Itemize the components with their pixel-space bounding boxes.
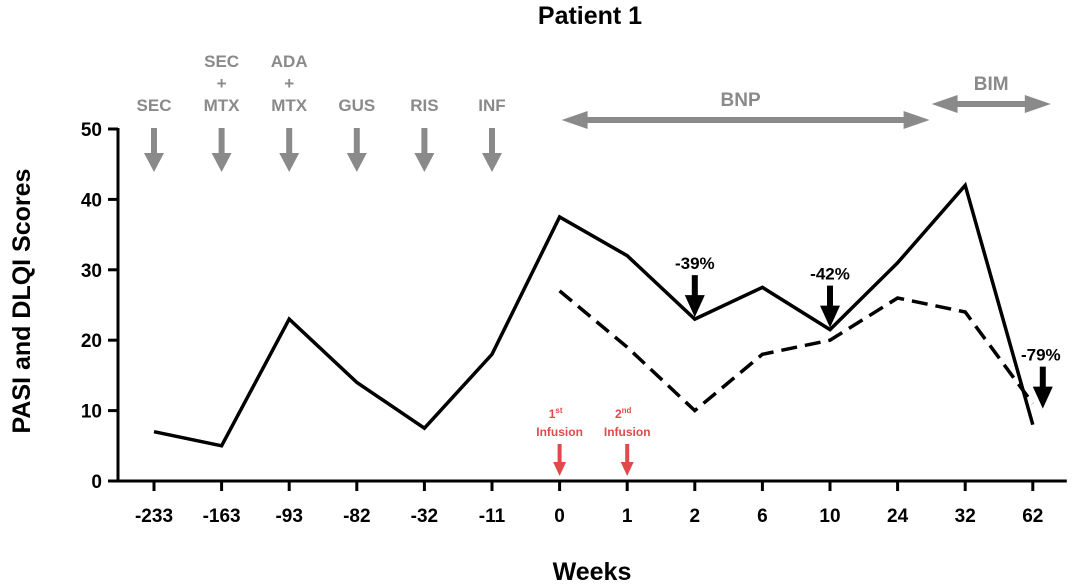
treatment-label: MTX [271, 96, 308, 115]
x-tick-label: -11 [479, 506, 506, 527]
percent-change-label: -79% [1021, 346, 1061, 365]
x-tick-label: 24 [887, 506, 909, 527]
infusion-label: Infusion [604, 425, 651, 439]
period-arrow-right-head [1024, 95, 1051, 113]
y-tick-label: 0 [91, 472, 102, 493]
x-tick-label: 2 [690, 506, 701, 527]
chart-title: Patient 1 [538, 2, 642, 30]
percent-change-arrow [684, 275, 705, 318]
infusion-ordinal-suffix: st [555, 406, 562, 415]
x-axis-title: Weeks [553, 558, 632, 584]
period-label-bnp: BNP [721, 90, 761, 111]
percent-change-label: -39% [675, 254, 715, 273]
treatment-arrow [211, 128, 232, 172]
x-tick-label: 1 [622, 506, 633, 527]
percent-change-arrow [1032, 366, 1053, 409]
treatment-arrow [482, 128, 502, 172]
treatment-label: INF [478, 96, 505, 115]
treatment-arrow [346, 128, 367, 172]
treatment-arrow [279, 128, 300, 172]
y-tick-label: 20 [81, 331, 102, 352]
period-arrow-bnp [561, 111, 930, 129]
period-label-bim: BIM [974, 74, 1009, 95]
x-tick-label: 62 [1022, 506, 1043, 527]
treatment-label: SEC [204, 52, 239, 71]
series-lines [153, 181, 1035, 448]
series-line-dlqi [558, 289, 1035, 413]
y-tick-label: 30 [81, 261, 102, 282]
period-arrow-bim [931, 95, 1051, 113]
y-tick-label: 50 [81, 120, 102, 141]
treatment-label: ADA [271, 52, 308, 71]
treatment-label: RIS [410, 96, 438, 115]
x-tick-label: -32 [411, 506, 438, 527]
axes: 0 10 20 30 40 50 -233 -163 -93 -82 -32 -11 0 1 2 6 10 24 3… [81, 120, 1067, 527]
treatment-arrow [414, 128, 435, 172]
treatment-label: + [284, 74, 294, 93]
y-axis-title: PASI and DLQI Scores [8, 169, 36, 434]
series-line-pasi [153, 181, 1035, 448]
infusion-ordinal: 1st [549, 406, 563, 421]
treatment-label: + [217, 74, 227, 93]
period-arrow-right-head [903, 111, 930, 129]
treatment-label: GUS [338, 96, 375, 115]
y-tick-label: 10 [81, 402, 102, 423]
treatment-arrow [144, 128, 164, 172]
period-arrow-left-head [561, 111, 588, 129]
percent-change-arrow [820, 285, 840, 328]
x-tick-label: 32 [955, 506, 976, 527]
infusion-ordinal: 2nd [615, 406, 632, 421]
x-tick-label: -233 [135, 506, 173, 527]
infusion-label: Infusion [536, 425, 583, 439]
infusion-arrow [620, 444, 634, 476]
x-tick-label: 10 [819, 506, 840, 527]
infusion-ordinal-suffix: nd [622, 406, 632, 415]
annotations: SEC SEC + MTX ADA + MTX GUS RIS INF BNP BIM -39% -42%… [137, 52, 1061, 476]
x-tick-label: -163 [203, 506, 241, 527]
period-arrow-left-head [931, 95, 958, 113]
x-tick-label: -82 [343, 506, 370, 527]
y-tick-label: 40 [81, 190, 102, 211]
percent-change-label: -42% [810, 265, 850, 284]
treatment-label: MTX [204, 96, 241, 115]
x-tick-label: 0 [554, 506, 565, 527]
treatment-label: SEC [137, 96, 172, 115]
infusion-arrow [553, 444, 567, 476]
x-tick-label: 6 [757, 506, 768, 527]
x-tick-label: -93 [275, 506, 302, 527]
